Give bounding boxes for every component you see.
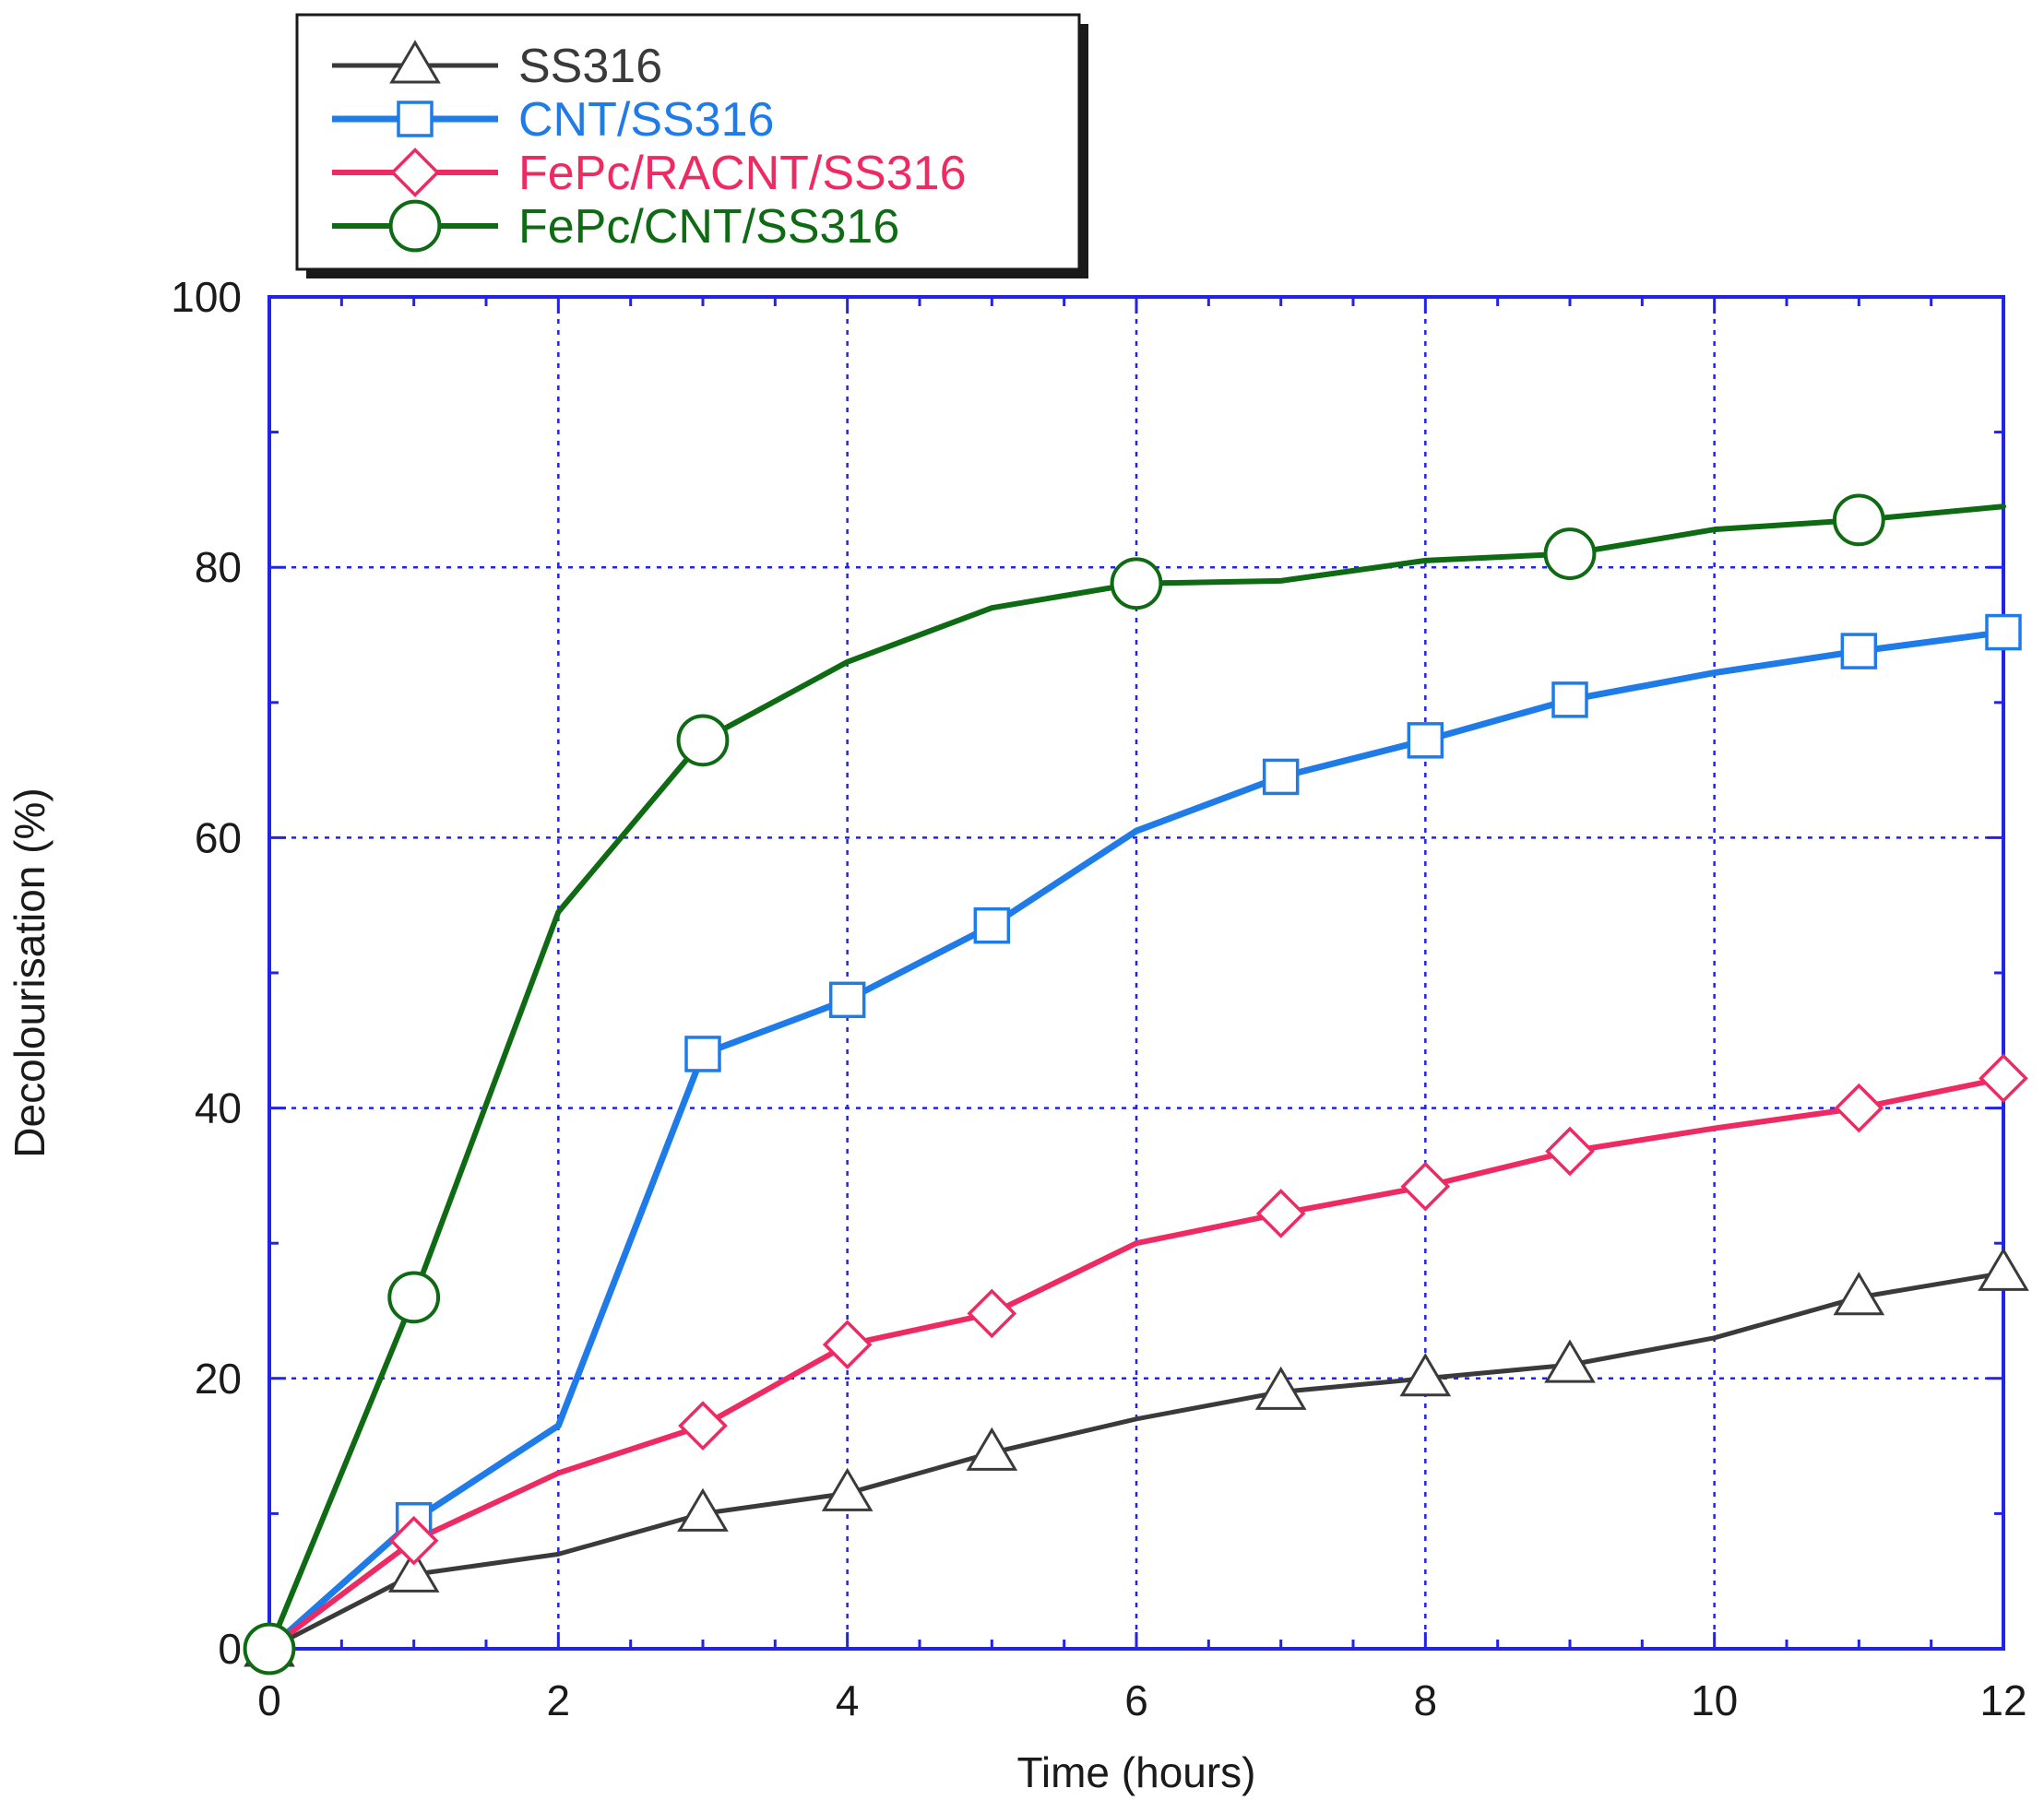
y-axis-title: Decolourisation (%) — [6, 788, 53, 1157]
data-point-fepc-cnt-ss316 — [1110, 557, 1163, 610]
data-point-fepc-racnt-ss316 — [388, 1515, 439, 1566]
data-point-cnt-ss316 — [1840, 633, 1878, 669]
data-point-ss316 — [1399, 1353, 1452, 1397]
data-point-ss316 — [966, 1427, 1018, 1471]
data-point-fepc-racnt-ss316 — [1834, 1083, 1884, 1133]
data-point-cnt-ss316 — [1985, 613, 2022, 651]
x-tick-label: 12 — [1979, 1676, 2026, 1724]
series-lines — [266, 503, 2007, 1652]
legend-entry-fepc-racnt-ss316: FePc/RACNT/SS316 — [332, 147, 967, 200]
legend-entries: SS316CNT/SS316FePc/RACNT/SS316FePc/CNT/S… — [332, 40, 967, 254]
legend-entry-fepc-cnt-ss316: FePc/CNT/SS316 — [332, 199, 899, 254]
data-point-cnt-ss316 — [1551, 681, 1588, 718]
data-point-fepc-racnt-ss316 — [822, 1320, 873, 1369]
y-tick-label: 20 — [195, 1355, 242, 1403]
series-markers-fepc-cnt-ss316 — [243, 493, 1885, 1676]
legend-entry-cnt-ss316: CNT/SS316 — [332, 93, 774, 147]
data-point-cnt-ss316 — [828, 981, 866, 1019]
data-point-fepc-racnt-ss316 — [967, 1288, 1017, 1339]
data-point-ss316 — [387, 1548, 440, 1593]
grid-lines — [269, 297, 2003, 1649]
legend-marker — [397, 101, 434, 137]
series-line-fepc-racnt-ss316 — [267, 1075, 2006, 1652]
data-point-ss316 — [1254, 1366, 1307, 1410]
data-point-fepc-cnt-ss316 — [1832, 493, 1885, 547]
series-line-cnt-ss316 — [266, 629, 2007, 1652]
legend-marker — [389, 40, 441, 84]
legend-entry-ss316: SS316 — [332, 40, 662, 93]
data-point-cnt-ss316 — [1262, 758, 1300, 796]
data-point-fepc-racnt-ss316 — [1545, 1126, 1595, 1177]
data-point-cnt-ss316 — [1407, 722, 1444, 759]
data-point-fepc-racnt-ss316 — [1255, 1189, 1306, 1238]
data-point-ss316 — [821, 1467, 873, 1511]
data-point-ss316 — [1978, 1247, 2029, 1291]
y-tick-label: 0 — [218, 1625, 242, 1673]
series-line-ss316 — [267, 1270, 2006, 1652]
data-point-fepc-cnt-ss316 — [243, 1622, 296, 1676]
x-tick-label: 8 — [1414, 1676, 1438, 1724]
y-tick-label: 80 — [195, 543, 242, 591]
y-tick-label: 60 — [195, 813, 242, 861]
data-point-ss316 — [1544, 1339, 1596, 1383]
series-line-fepc-cnt-ss316 — [267, 503, 2006, 1652]
x-axis-title: Time (hours) — [1017, 1748, 1256, 1796]
data-point-fepc-racnt-ss316 — [678, 1401, 728, 1451]
y-tick-labels: 0 20 40 60 80 100 — [171, 273, 242, 1673]
data-point-cnt-ss316 — [973, 906, 1011, 944]
legend: SS316CNT/SS316FePc/RACNT/SS316FePc/CNT/S… — [295, 13, 1088, 278]
data-point-fepc-cnt-ss316 — [676, 714, 730, 767]
x-tick-label: 6 — [1124, 1676, 1148, 1724]
data-point-fepc-cnt-ss316 — [387, 1271, 441, 1324]
plot-frame — [267, 295, 2005, 1651]
series-markers — [243, 493, 2029, 1676]
legend-label: FePc/CNT/SS316 — [518, 200, 899, 254]
y-tick-label: 40 — [195, 1084, 242, 1132]
x-tick-label: 4 — [836, 1676, 860, 1724]
legend-label: CNT/SS316 — [518, 93, 774, 147]
x-tick-label: 2 — [547, 1676, 571, 1724]
data-point-cnt-ss316 — [684, 1036, 721, 1072]
legend-marker — [388, 199, 442, 253]
data-point-fepc-racnt-ss316 — [1979, 1053, 2028, 1104]
legend-marker — [390, 148, 440, 197]
data-point-fepc-racnt-ss316 — [1400, 1161, 1451, 1212]
x-tick-label: 0 — [257, 1676, 281, 1724]
data-point-fepc-cnt-ss316 — [1543, 527, 1597, 580]
data-point-ss316 — [1833, 1272, 1885, 1316]
y-tick-label: 100 — [171, 273, 242, 321]
data-point-ss316 — [677, 1487, 729, 1532]
x-tick-label: 10 — [1691, 1676, 1738, 1724]
legend-label: FePc/RACNT/SS316 — [518, 147, 967, 200]
legend-label: SS316 — [518, 40, 662, 93]
x-tick-labels: 0 2 4 6 8 10 12 — [257, 1676, 2026, 1724]
